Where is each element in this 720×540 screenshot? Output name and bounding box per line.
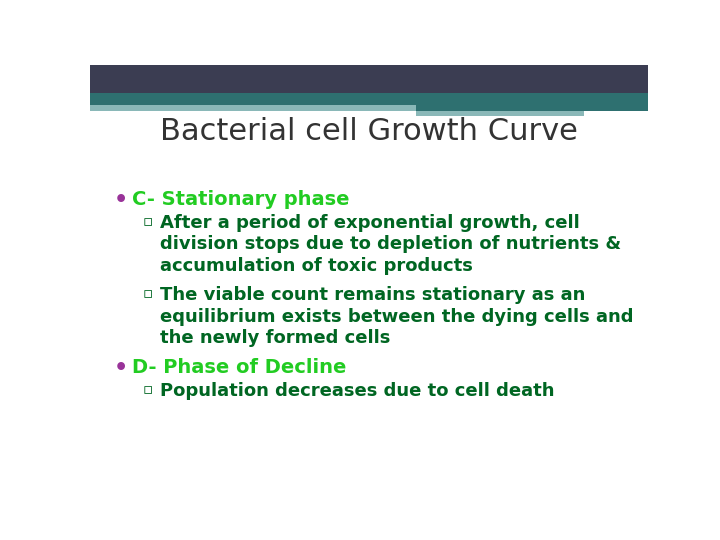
FancyBboxPatch shape (90, 105, 416, 111)
Text: •: • (114, 359, 127, 379)
FancyBboxPatch shape (90, 65, 648, 93)
Text: C- Stationary phase: C- Stationary phase (132, 190, 349, 208)
Text: equilibrium exists between the dying cells and: equilibrium exists between the dying cel… (160, 308, 634, 326)
FancyBboxPatch shape (90, 93, 648, 105)
Text: The viable count remains stationary as an: The viable count remains stationary as a… (160, 286, 585, 304)
Text: After a period of exponential growth, cell: After a period of exponential growth, ce… (160, 214, 580, 232)
Text: •: • (114, 190, 127, 210)
FancyBboxPatch shape (416, 111, 584, 116)
Text: ▫: ▫ (143, 382, 153, 397)
Text: ▫: ▫ (143, 214, 153, 228)
Text: D- Phase of Decline: D- Phase of Decline (132, 359, 346, 377)
Text: the newly formed cells: the newly formed cells (160, 329, 390, 347)
Text: Population decreases due to cell death: Population decreases due to cell death (160, 382, 554, 401)
Text: Bacterial cell Growth Curve: Bacterial cell Growth Curve (160, 117, 578, 146)
Text: ▫: ▫ (143, 286, 153, 301)
Text: accumulation of toxic products: accumulation of toxic products (160, 257, 472, 275)
FancyBboxPatch shape (416, 93, 648, 111)
Text: division stops due to depletion of nutrients &: division stops due to depletion of nutri… (160, 235, 621, 253)
